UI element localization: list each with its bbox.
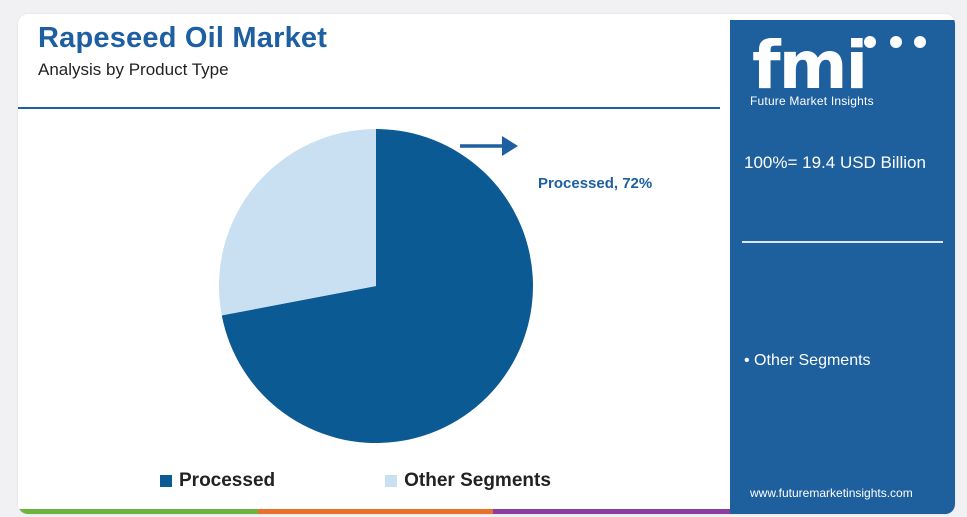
legend-swatch-processed [160, 475, 172, 487]
bottom-bar-segment-green [18, 509, 258, 514]
sidebar-divider [742, 241, 943, 243]
bottom-bar-segment-orange [258, 509, 493, 514]
header-divider [18, 107, 720, 109]
fmi-logo-icon: fmi [752, 27, 926, 104]
market-total: 100%= 19.4 USD Billion [744, 153, 926, 172]
logo-text: fmi [752, 32, 866, 96]
fmi-logo: fmi [752, 27, 932, 104]
pie-slice-processed [221, 129, 534, 443]
legend-label-processed: Processed [179, 470, 276, 491]
bottom-bar-segment-purple [493, 509, 730, 514]
website-link[interactable]: www.futuremarketinsights.com [750, 486, 913, 500]
chart-subtitle: Analysis by Product Type [38, 60, 229, 79]
chart-legend: Processed Other Segments [160, 470, 661, 492]
chart-card: Rapeseed Oil Market Analysis by Product … [18, 14, 955, 514]
chart-title: Rapeseed Oil Market [38, 22, 328, 54]
legend-label-other-segments: Other Segments [404, 470, 551, 491]
info-sidebar: fmi Future Market Insights 100%= 19.4 US… [730, 20, 955, 514]
legend-swatch-other-segments [385, 475, 398, 487]
logo-subtitle: Future Market Insights [750, 94, 874, 108]
legend-item-other-segments: Other Segments [385, 470, 551, 492]
pie-chart [218, 129, 534, 443]
processed-callout: Processed, 72% [538, 175, 653, 192]
arrow-right-icon [460, 136, 518, 156]
pie-slice-other-segments [218, 129, 376, 316]
legend-item-processed: Processed [160, 470, 275, 492]
bottom-bar-segment-blue [730, 509, 955, 514]
bottom-color-bar [18, 509, 955, 514]
sidebar-item-other-segments: • Other Segments [744, 352, 871, 369]
